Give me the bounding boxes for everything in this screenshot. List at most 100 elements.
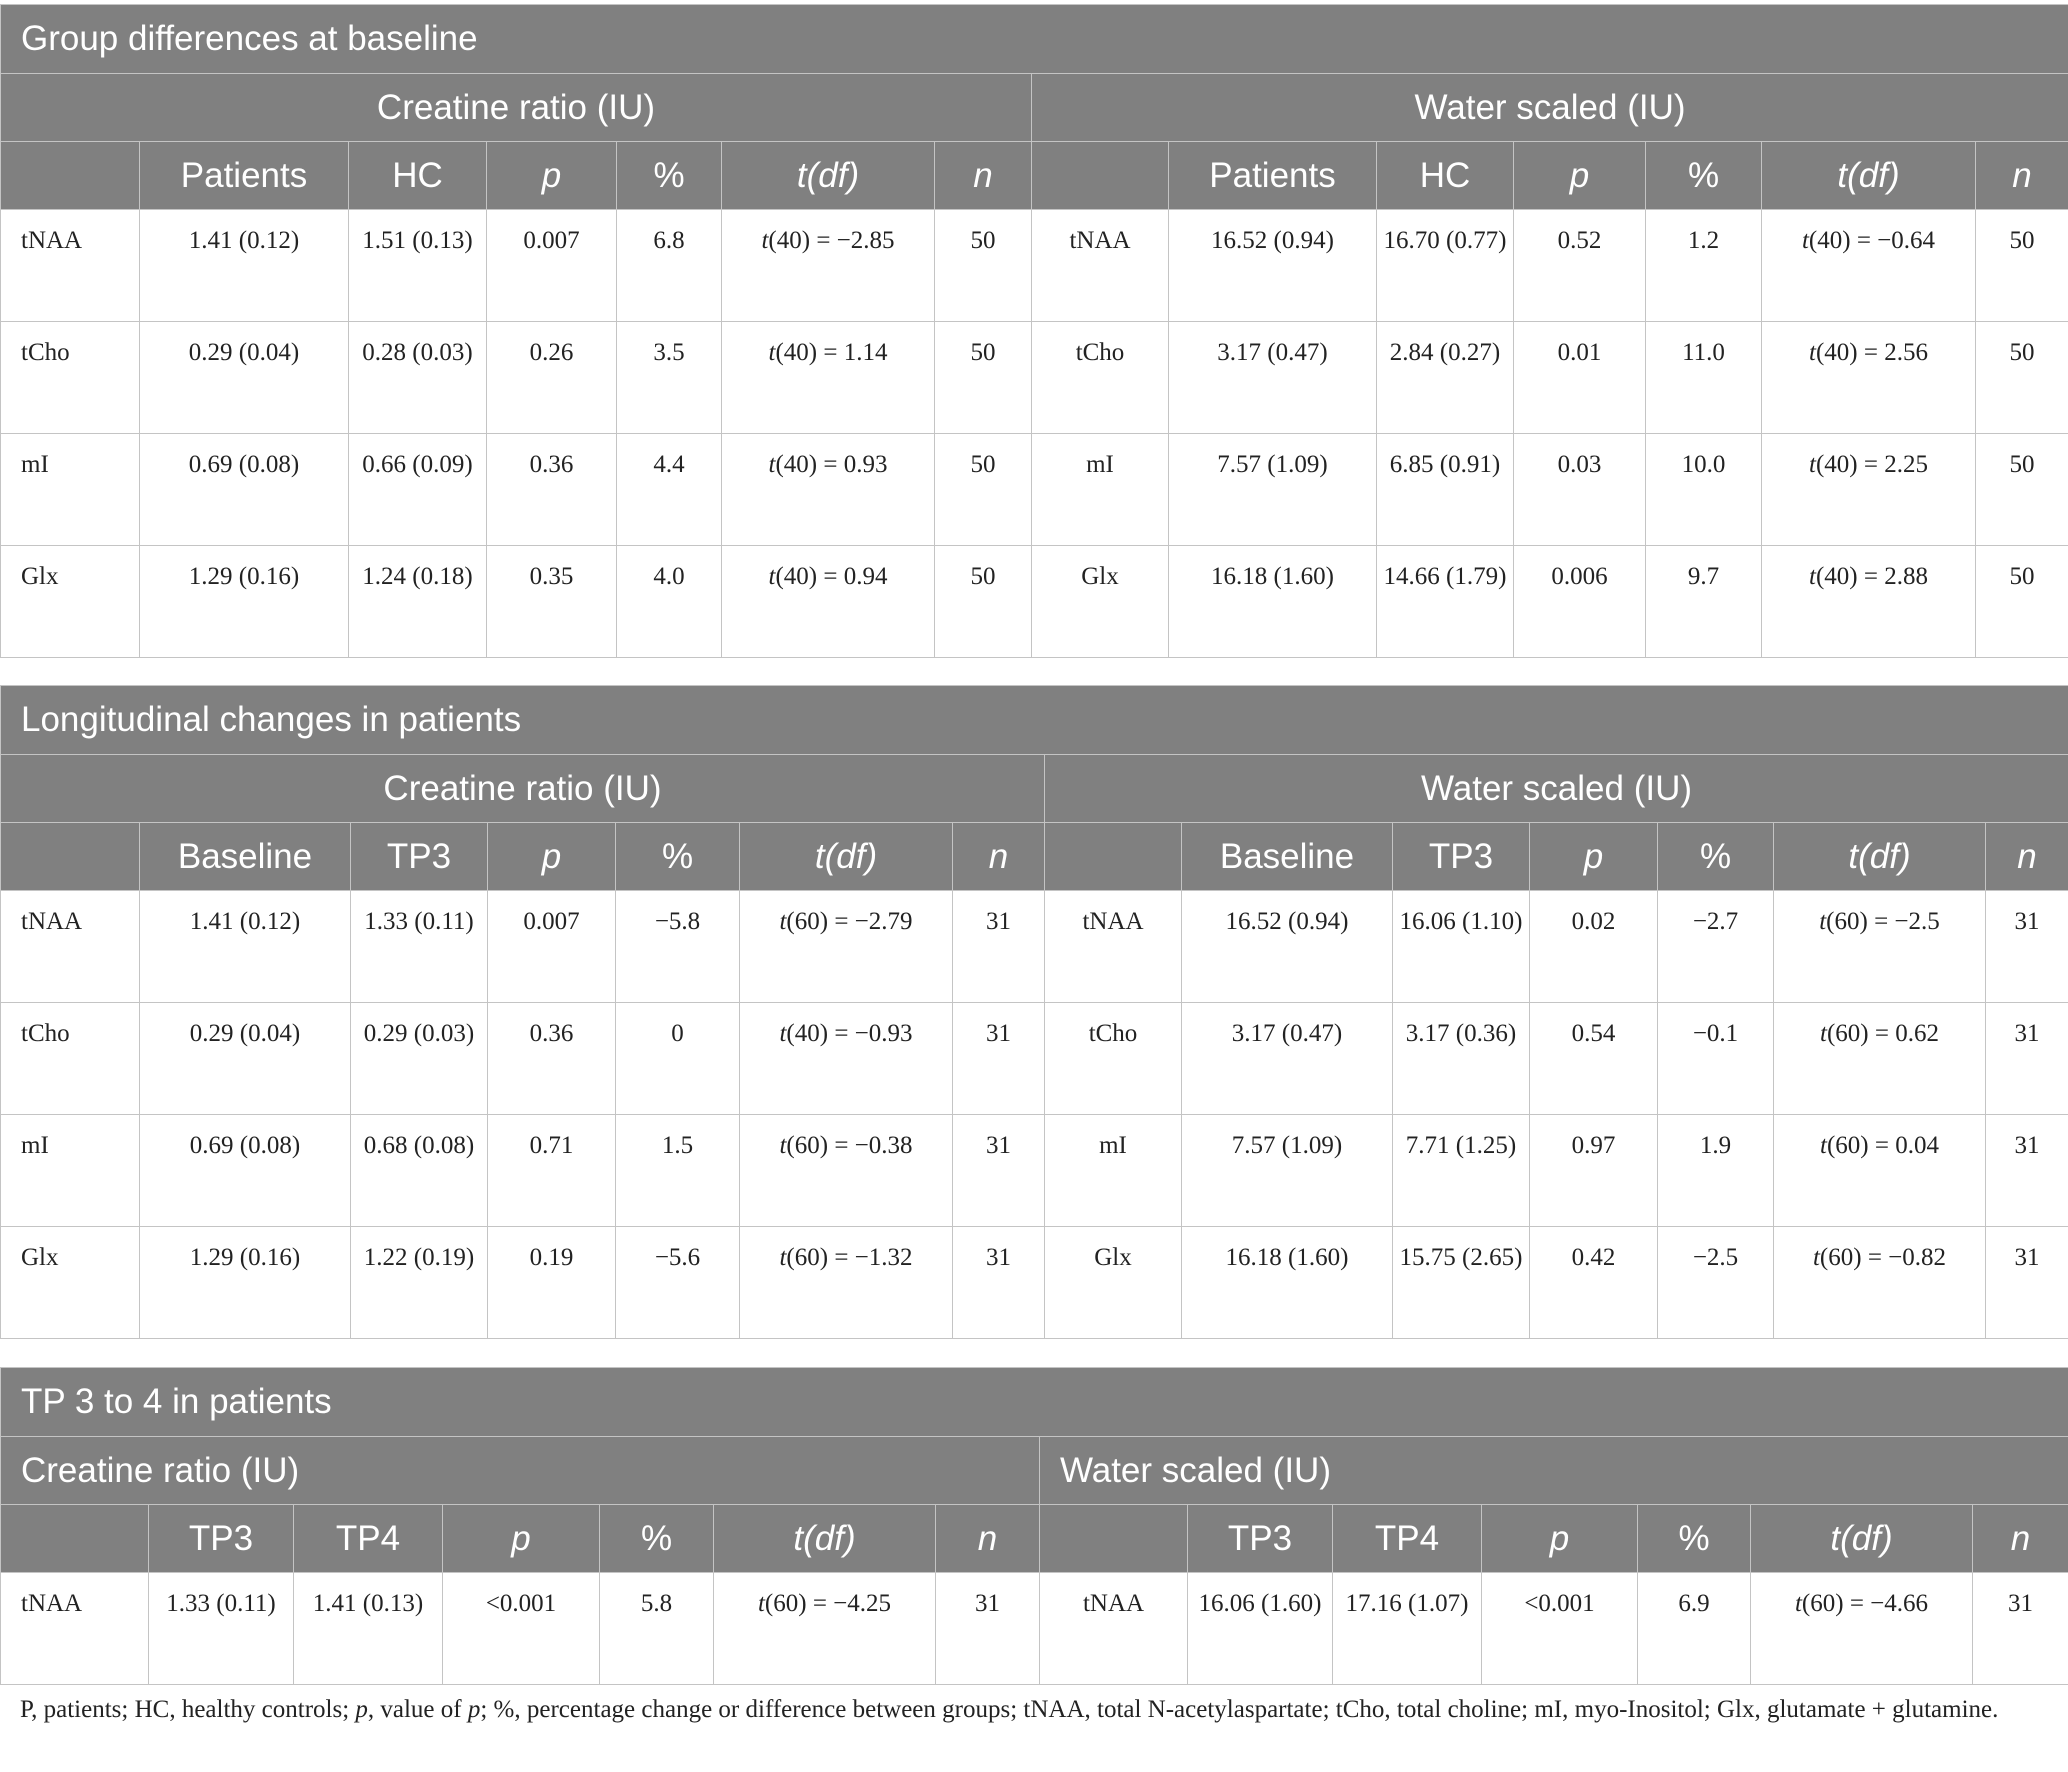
table-footnote: P, patients; HC, healthy controls; p, va… xyxy=(20,1696,1999,1723)
metabolite-cell: tNAA xyxy=(0,1572,149,1685)
value-cell: 14.66 (1.79) xyxy=(1376,545,1514,658)
column-header: TP3 xyxy=(1187,1504,1333,1573)
group-header-creatine: Creatine ratio (IU) xyxy=(0,754,1045,823)
column-header: TP3 xyxy=(148,1504,294,1573)
t-stat-cell: t(40) = −0.93 xyxy=(739,1002,953,1115)
metabolite-cell: tCho xyxy=(1031,321,1169,434)
value-cell: 1.41 (0.12) xyxy=(139,209,349,322)
column-header: n xyxy=(952,822,1045,891)
section-title: Longitudinal changes in patients xyxy=(0,685,2068,755)
value-cell: 4.4 xyxy=(616,433,722,546)
value-cell: 31 xyxy=(952,1226,1045,1339)
column-header: % xyxy=(1657,822,1774,891)
metabolite-cell: tNAA xyxy=(1031,209,1169,322)
t-stat-cell: t(60) = 0.62 xyxy=(1773,1002,1986,1115)
column-header: TP3 xyxy=(1392,822,1530,891)
value-cell: 2.84 (0.27) xyxy=(1376,321,1514,434)
column-header: % xyxy=(1637,1504,1751,1573)
value-cell: 3.5 xyxy=(616,321,722,434)
value-cell: 0.35 xyxy=(486,545,617,658)
value-cell: 16.70 (0.77) xyxy=(1376,209,1514,322)
metabolite-cell: tCho xyxy=(0,1002,140,1115)
t-stat-cell: t(40) = 1.14 xyxy=(721,321,935,434)
value-cell: 31 xyxy=(1984,1226,2068,1339)
metabolite-cell: tNAA xyxy=(1044,890,1182,1003)
value-cell: <0.001 xyxy=(442,1572,600,1685)
value-cell: 16.06 (1.10) xyxy=(1392,890,1530,1003)
value-cell: 50 xyxy=(1974,545,2068,658)
value-cell: −0.1 xyxy=(1657,1002,1774,1115)
t-stat-cell: t(60) = −2.79 xyxy=(739,890,953,1003)
value-cell: 1.29 (0.16) xyxy=(139,1226,351,1339)
value-cell: 0.007 xyxy=(486,209,617,322)
value-cell: 0.66 (0.09) xyxy=(348,433,487,546)
column-header: n xyxy=(1974,141,2068,210)
table-row: mI 0.69 (0.08) 0.66 (0.09) 0.36 4.4 t(40… xyxy=(0,433,2068,546)
metabolite-cell: Glx xyxy=(0,545,140,658)
value-cell: 50 xyxy=(934,321,1032,434)
column-header: p xyxy=(487,822,616,891)
column-header: t(df) xyxy=(739,822,953,891)
column-header-metabolite xyxy=(0,822,140,891)
metabolite-cell: mI xyxy=(0,1114,140,1227)
value-cell: 50 xyxy=(934,433,1032,546)
table-row: tCho 0.29 (0.04) 0.28 (0.03) 0.26 3.5 t(… xyxy=(0,321,2068,434)
value-cell: −2.7 xyxy=(1657,890,1774,1003)
column-header: t(df) xyxy=(1761,141,1976,210)
value-cell: 0.29 (0.04) xyxy=(139,321,349,434)
table-row: Glx 1.29 (0.16) 1.22 (0.19) 0.19 −5.6 t(… xyxy=(0,1226,2068,1339)
value-cell: 31 xyxy=(935,1572,1040,1685)
t-stat-cell: t(40) = 2.56 xyxy=(1761,321,1976,434)
value-cell: 5.8 xyxy=(599,1572,714,1685)
value-cell: 0.28 (0.03) xyxy=(348,321,487,434)
value-cell: 10.0 xyxy=(1645,433,1762,546)
value-cell: 0.36 xyxy=(486,433,617,546)
value-cell: 31 xyxy=(952,890,1045,1003)
metabolite-cell: tNAA xyxy=(0,890,140,1003)
value-cell: 50 xyxy=(934,545,1032,658)
table-row: Glx 1.29 (0.16) 1.24 (0.18) 0.35 4.0 t(4… xyxy=(0,545,2068,658)
column-header-metabolite xyxy=(0,1504,149,1573)
value-cell: −2.5 xyxy=(1657,1226,1774,1339)
value-cell: 6.85 (0.91) xyxy=(1376,433,1514,546)
column-header: TP3 xyxy=(350,822,488,891)
value-cell: 0.42 xyxy=(1529,1226,1658,1339)
value-cell: 16.06 (1.60) xyxy=(1187,1572,1333,1685)
column-header: HC xyxy=(348,141,487,210)
metabolite-cell: mI xyxy=(1031,433,1169,546)
value-cell: 0.69 (0.08) xyxy=(139,433,349,546)
baseline-group-differences-table: Group differences at baseline Creatine r… xyxy=(0,4,2068,658)
value-cell: 50 xyxy=(1974,209,2068,322)
column-header-metabolite xyxy=(0,141,140,210)
t-stat-cell: t(60) = −0.38 xyxy=(739,1114,953,1227)
column-header: t(df) xyxy=(1750,1504,1973,1573)
value-cell: 16.18 (1.60) xyxy=(1181,1226,1393,1339)
t-stat-cell: t(40) = 2.25 xyxy=(1761,433,1976,546)
column-header: % xyxy=(615,822,740,891)
value-cell: 1.41 (0.12) xyxy=(139,890,351,1003)
t-stat-cell: t(60) = 0.04 xyxy=(1773,1114,1986,1227)
metabolite-cell: mI xyxy=(1044,1114,1182,1227)
group-header-water: Water scaled (IU) xyxy=(1030,73,2068,142)
column-header: t(df) xyxy=(1773,822,1986,891)
metabolite-cell: Glx xyxy=(1031,545,1169,658)
value-cell: 7.57 (1.09) xyxy=(1168,433,1377,546)
column-header: Patients xyxy=(139,141,349,210)
t-stat-cell: t(60) = −1.32 xyxy=(739,1226,953,1339)
t-stat-cell: t(60) = −4.66 xyxy=(1750,1572,1973,1685)
value-cell: 1.33 (0.11) xyxy=(350,890,488,1003)
value-cell: 31 xyxy=(1984,1114,2068,1227)
column-header: n xyxy=(1984,822,2068,891)
value-cell: 31 xyxy=(952,1002,1045,1115)
column-header: p xyxy=(486,141,617,210)
column-header: TP4 xyxy=(1332,1504,1482,1573)
value-cell: 4.0 xyxy=(616,545,722,658)
value-cell: 17.16 (1.07) xyxy=(1332,1572,1482,1685)
value-cell: 0.26 xyxy=(486,321,617,434)
column-header: % xyxy=(616,141,722,210)
value-cell: 0.36 xyxy=(487,1002,616,1115)
section-title: Group differences at baseline xyxy=(0,4,2068,74)
longitudinal-changes-table: Longitudinal changes in patients Creatin… xyxy=(0,685,2068,1339)
column-header: t(df) xyxy=(713,1504,936,1573)
value-cell: 0.02 xyxy=(1529,890,1658,1003)
